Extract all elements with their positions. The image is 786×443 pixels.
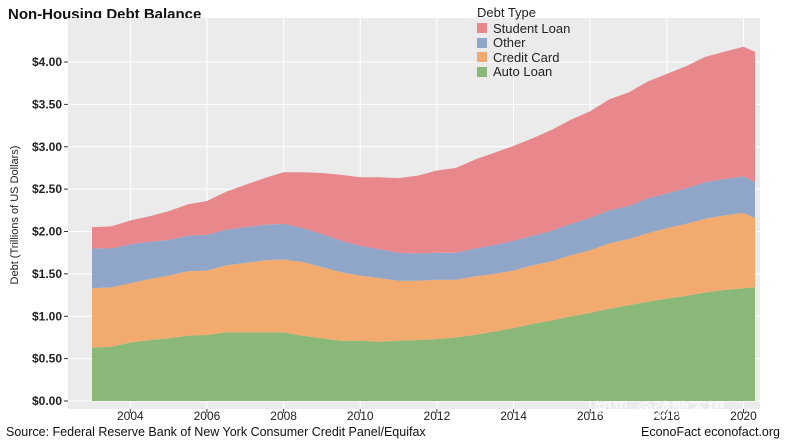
area-layers (92, 46, 755, 401)
y-tick-label: $3.00 (32, 140, 62, 154)
y-tick-label: $4.00 (32, 55, 62, 69)
legend-label-student-loan: Student Loan (493, 20, 571, 36)
source-note: Source: Federal Reserve Bank of New York… (6, 425, 426, 439)
area-other (92, 176, 755, 289)
legend: Debt Type Student Loan Other Credit Card… (477, 5, 570, 79)
watermark: 知乎 @弦歌不辍 (594, 400, 726, 420)
area-credit-card (92, 212, 755, 348)
legend-label-credit-card: Credit Card (493, 49, 560, 65)
x-tick-label: 2012 (424, 409, 451, 423)
x-tick-label: 2014 (500, 409, 527, 423)
y-tick-label: $1.00 (32, 309, 62, 323)
legend-item-auto-loan: Auto Loan (477, 64, 570, 80)
x-tick-label: 2016 (577, 409, 604, 423)
y-tick-label: $0.50 (32, 352, 62, 366)
legend-item-other: Other (477, 35, 570, 51)
y-tick-label: $2.00 (32, 225, 62, 239)
x-tick-label: 2004 (117, 409, 144, 423)
x-tick-label: 2018 (654, 409, 681, 423)
legend-label-auto-loan: Auto Loan (493, 64, 553, 80)
y-tick-label: $0.00 (32, 394, 62, 408)
credit-note: EconoFact econofact.org (641, 425, 780, 439)
legend-label-other: Other (493, 35, 526, 51)
x-tick-label: 2006 (194, 409, 221, 423)
legend-title: Debt Type (477, 5, 537, 20)
y-tick-label: $3.50 (32, 97, 62, 111)
y-axis-label: Debt (Trillions of US Dollars) (9, 146, 21, 285)
area-auto-loan (92, 287, 755, 401)
y-tick-label: $2.50 (32, 182, 62, 196)
y-ticks: $0.00 $0.50 $1.00 $1.50 $2.00 $2.50 $3.00 $3.50… (32, 55, 68, 408)
legend-item-student-loan: Student Loan (477, 21, 570, 36)
legend-item-credit-card: Credit Card (477, 50, 570, 65)
area-student-loan (92, 46, 755, 254)
legend-swatch-auto-loan (477, 66, 487, 77)
y-tick-label: $1.50 (32, 267, 62, 281)
x-tick-label: 2008 (270, 409, 297, 423)
legend-swatch-student-loan (477, 23, 487, 34)
x-tick-label: 2010 (347, 409, 374, 423)
x-ticks: 2004 2006 2008 2010 2012 2014 2016 2018 2020 (117, 409, 757, 423)
legend-swatch-credit-card (477, 52, 487, 63)
x-tick-label: 2020 (730, 409, 757, 423)
legend-swatch-other (477, 37, 487, 48)
